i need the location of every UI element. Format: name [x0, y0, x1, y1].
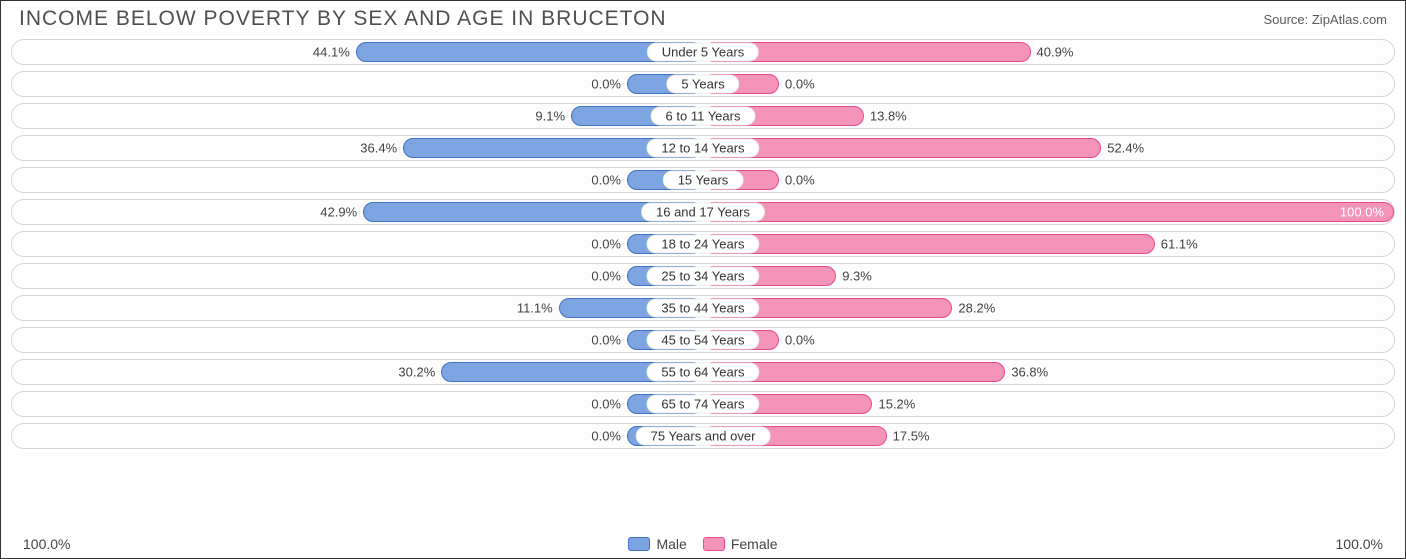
- poverty-by-sex-age-chart: INCOME BELOW POVERTY BY SEX AND AGE IN B…: [0, 0, 1406, 559]
- female-value-label: 0.0%: [785, 333, 815, 348]
- female-bar: [703, 234, 1155, 254]
- chart-footer: 100.0% Male Female 100.0%: [1, 536, 1405, 552]
- female-bar: [703, 138, 1101, 158]
- category-label: 18 to 24 Years: [646, 235, 759, 254]
- male-value-label: 36.4%: [360, 141, 397, 156]
- chart-row: 0.0% 15.2% 65 to 74 Years: [11, 391, 1395, 417]
- legend-male-swatch: [628, 537, 650, 551]
- female-value-label: 52.4%: [1107, 141, 1144, 156]
- chart-row: 0.0% 17.5% 75 Years and over: [11, 423, 1395, 449]
- female-value-label: 17.5%: [893, 429, 930, 444]
- category-label: 5 Years: [666, 75, 739, 94]
- axis-left-max: 100.0%: [23, 536, 70, 552]
- female-value-label: 0.0%: [785, 77, 815, 92]
- category-label: 12 to 14 Years: [646, 139, 759, 158]
- female-value-label: 9.3%: [842, 269, 872, 284]
- chart-row: 0.0% 0.0% 5 Years: [11, 71, 1395, 97]
- legend-male-label: Male: [656, 536, 686, 552]
- male-value-label: 44.1%: [313, 45, 350, 60]
- chart-header: INCOME BELOW POVERTY BY SEX AND AGE IN B…: [1, 1, 1405, 35]
- male-value-label: 0.0%: [591, 333, 621, 348]
- male-value-label: 0.0%: [591, 429, 621, 444]
- category-label: 75 Years and over: [636, 427, 771, 446]
- chart-row: 30.2% 36.8% 55 to 64 Years: [11, 359, 1395, 385]
- legend: Male Female: [628, 536, 777, 552]
- female-value-label: 13.8%: [870, 109, 907, 124]
- legend-female-swatch: [703, 537, 725, 551]
- female-value-label: 28.2%: [958, 301, 995, 316]
- male-value-label: 42.9%: [320, 205, 357, 220]
- category-label: Under 5 Years: [647, 43, 759, 62]
- chart-row: 11.1% 28.2% 35 to 44 Years: [11, 295, 1395, 321]
- chart-row: 44.1% 40.9% Under 5 Years: [11, 39, 1395, 65]
- chart-row: 0.0% 0.0% 15 Years: [11, 167, 1395, 193]
- male-value-label: 11.1%: [517, 301, 553, 316]
- female-bar: [703, 202, 1394, 222]
- chart-source: Source: ZipAtlas.com: [1263, 12, 1387, 27]
- female-value-label: 15.2%: [878, 397, 915, 412]
- category-label: 55 to 64 Years: [646, 363, 759, 382]
- chart-row: 0.0% 0.0% 45 to 54 Years: [11, 327, 1395, 353]
- category-label: 35 to 44 Years: [646, 299, 759, 318]
- male-value-label: 0.0%: [591, 173, 621, 188]
- male-value-label: 9.1%: [535, 109, 565, 124]
- chart-rows: 44.1% 40.9% Under 5 Years 0.0% 0.0% 5 Years 9.…: [1, 35, 1405, 449]
- category-label: 65 to 74 Years: [646, 395, 759, 414]
- axis-right-max: 100.0%: [1336, 536, 1383, 552]
- male-value-label: 0.0%: [591, 269, 621, 284]
- category-label: 6 to 11 Years: [651, 107, 756, 126]
- legend-female: Female: [703, 536, 778, 552]
- female-value-label: 100.0%: [1340, 205, 1384, 220]
- legend-male: Male: [628, 536, 686, 552]
- chart-row: 0.0% 9.3% 25 to 34 Years: [11, 263, 1395, 289]
- male-value-label: 0.0%: [591, 237, 621, 252]
- male-value-label: 30.2%: [398, 365, 435, 380]
- chart-row: 42.9% 100.0% 16 and 17 Years: [11, 199, 1395, 225]
- female-value-label: 61.1%: [1161, 237, 1198, 252]
- female-value-label: 40.9%: [1037, 45, 1074, 60]
- male-value-label: 0.0%: [591, 77, 621, 92]
- chart-row: 9.1% 13.8% 6 to 11 Years: [11, 103, 1395, 129]
- female-value-label: 36.8%: [1011, 365, 1048, 380]
- category-label: 25 to 34 Years: [646, 267, 759, 286]
- chart-title: INCOME BELOW POVERTY BY SEX AND AGE IN B…: [19, 7, 667, 31]
- female-value-label: 0.0%: [785, 173, 815, 188]
- male-value-label: 0.0%: [591, 397, 621, 412]
- category-label: 16 and 17 Years: [641, 203, 765, 222]
- chart-row: 36.4% 52.4% 12 to 14 Years: [11, 135, 1395, 161]
- category-label: 45 to 54 Years: [646, 331, 759, 350]
- chart-row: 0.0% 61.1% 18 to 24 Years: [11, 231, 1395, 257]
- category-label: 15 Years: [663, 171, 744, 190]
- legend-female-label: Female: [731, 536, 778, 552]
